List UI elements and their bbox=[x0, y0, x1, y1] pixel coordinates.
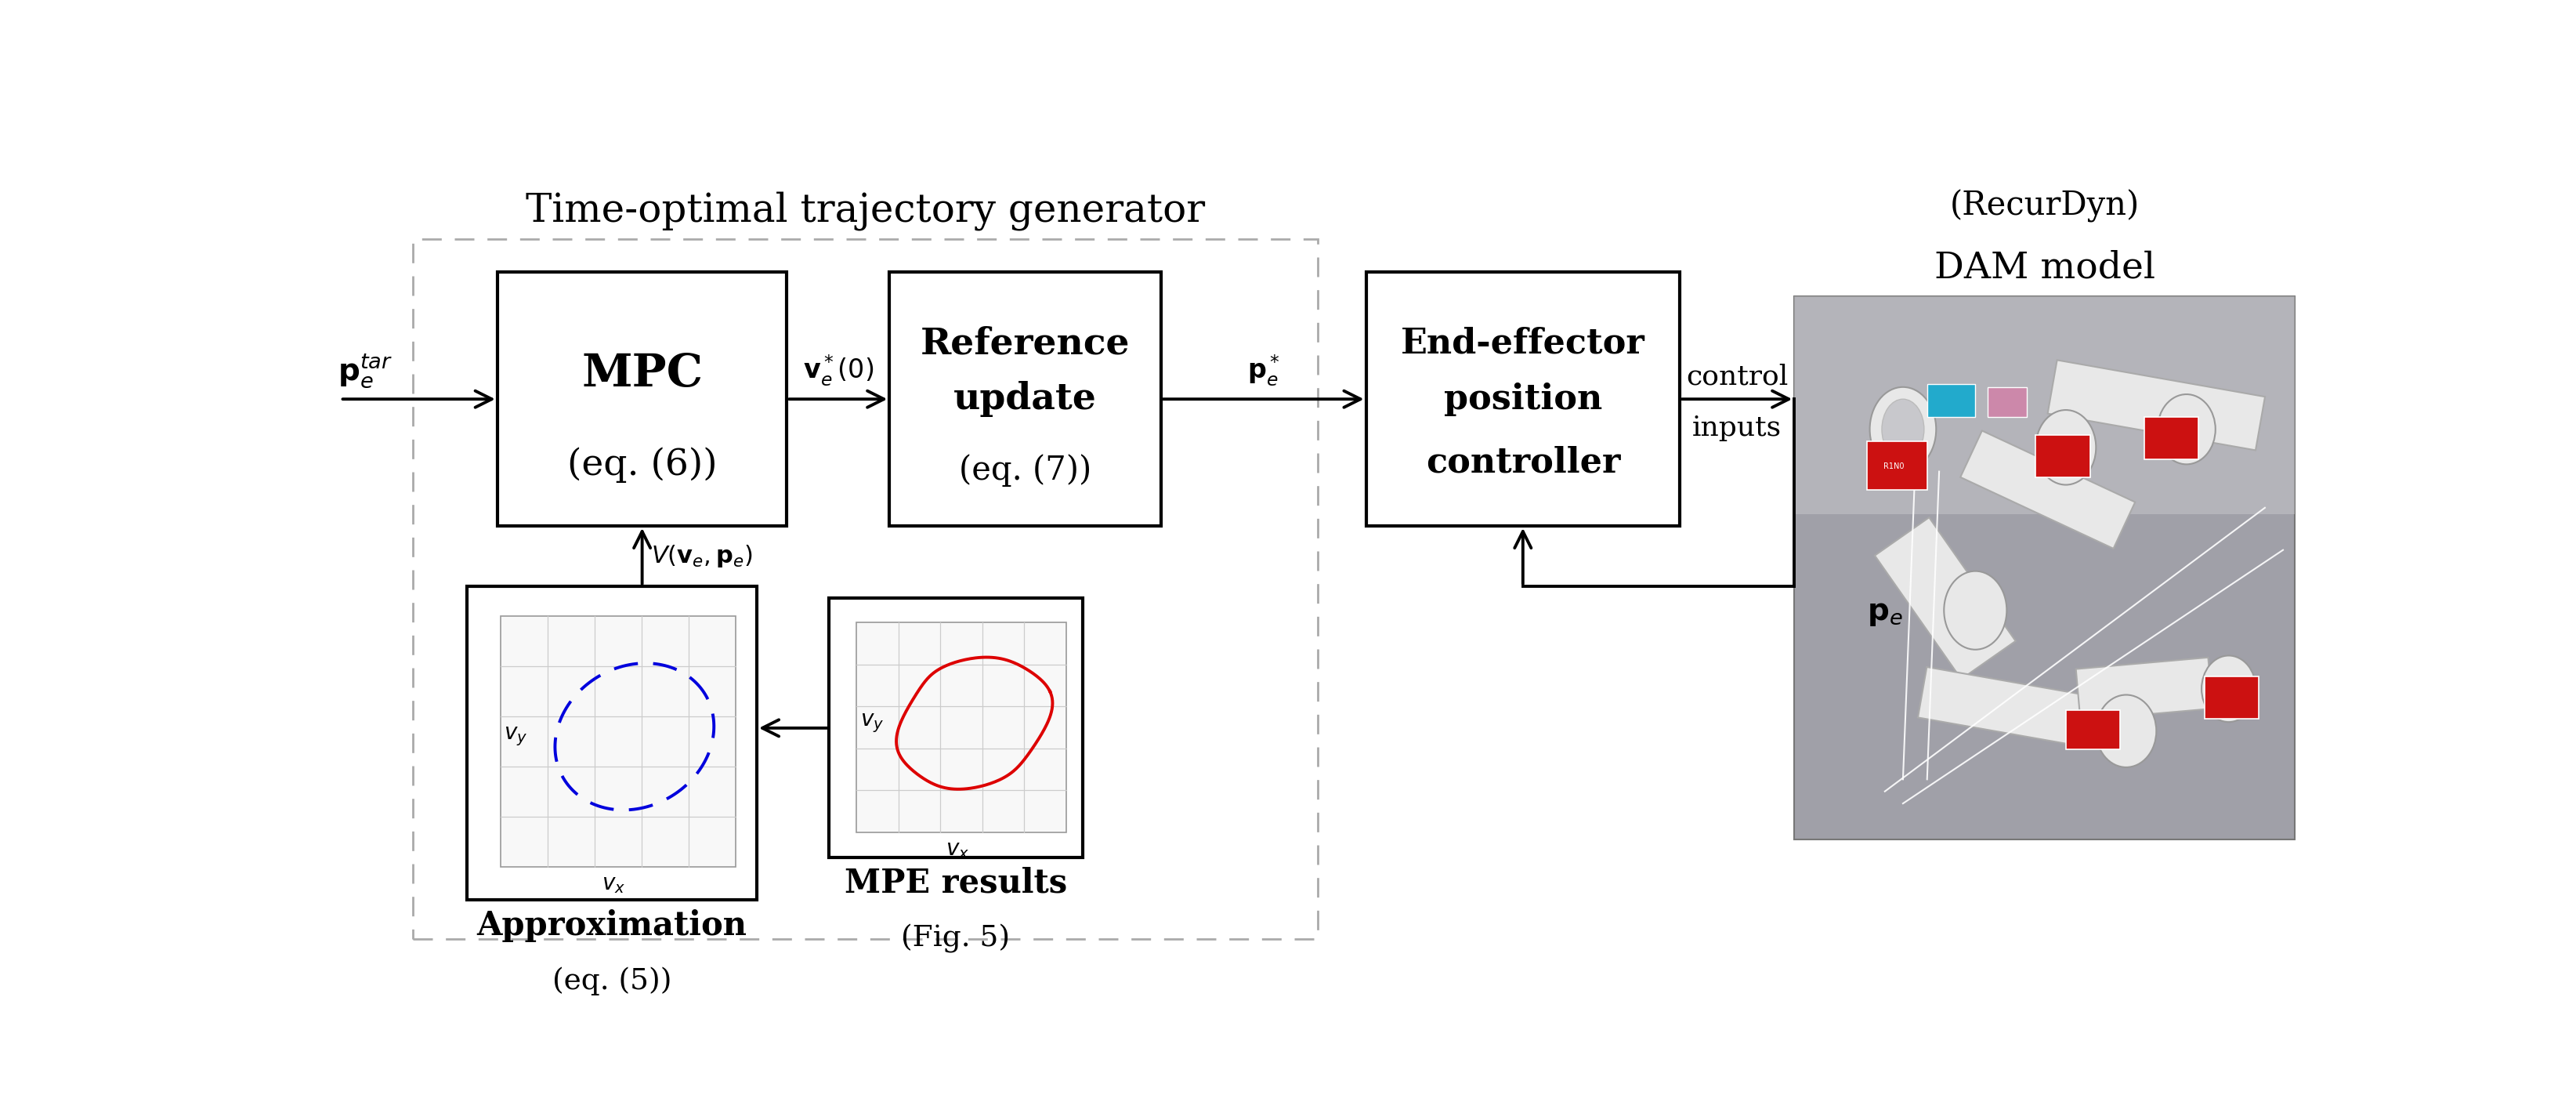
Text: $v_x$: $v_x$ bbox=[945, 839, 969, 860]
Text: $v_y$: $v_y$ bbox=[505, 726, 528, 748]
Ellipse shape bbox=[2035, 410, 2097, 485]
Text: controller: controller bbox=[1425, 445, 1620, 480]
Text: DAM model: DAM model bbox=[1935, 250, 2156, 286]
Text: $V(\mathbf{v}_e,\mathbf{p}_e)$: $V(\mathbf{v}_e,\mathbf{p}_e)$ bbox=[652, 543, 752, 569]
Text: $\mathbf{p}_e$: $\mathbf{p}_e$ bbox=[1868, 599, 1904, 628]
Polygon shape bbox=[2076, 658, 2213, 720]
Text: inputs: inputs bbox=[1692, 415, 1783, 442]
Text: Approximation: Approximation bbox=[477, 909, 747, 942]
Text: (eq. (7)): (eq. (7)) bbox=[958, 454, 1092, 486]
Bar bbox=[2143, 417, 2197, 460]
Text: position: position bbox=[1443, 382, 1602, 416]
Ellipse shape bbox=[1883, 400, 1924, 460]
Text: (eq. (6)): (eq. (6)) bbox=[567, 447, 716, 483]
Text: $\mathbf{p}_e^{tar}$: $\mathbf{p}_e^{tar}$ bbox=[337, 353, 392, 390]
Text: $\mathbf{p}_e^*$: $\mathbf{p}_e^*$ bbox=[1247, 354, 1280, 388]
Bar bbox=[2035, 435, 2089, 477]
Text: (eq. (5)): (eq. (5)) bbox=[551, 966, 672, 995]
Text: (Fig. 5): (Fig. 5) bbox=[902, 924, 1010, 953]
Polygon shape bbox=[1919, 667, 2094, 747]
Text: $v_x$: $v_x$ bbox=[603, 874, 626, 895]
Bar bbox=[497, 273, 786, 525]
Bar bbox=[855, 622, 1066, 833]
Text: update: update bbox=[953, 381, 1097, 417]
Bar bbox=[1989, 387, 2027, 417]
Bar bbox=[1927, 384, 1976, 417]
Bar bbox=[466, 587, 757, 900]
Text: MPC: MPC bbox=[582, 352, 703, 396]
Text: (RecurDyn): (RecurDyn) bbox=[1950, 189, 2141, 223]
Bar bbox=[2066, 710, 2120, 749]
Bar bbox=[1795, 296, 2295, 839]
Text: control: control bbox=[1685, 364, 1788, 390]
Text: $\mathbf{v}_e^*(0)$: $\mathbf{v}_e^*(0)$ bbox=[804, 354, 873, 388]
Bar bbox=[2205, 677, 2259, 719]
Ellipse shape bbox=[1945, 571, 2007, 650]
Polygon shape bbox=[1960, 431, 2136, 549]
Text: Reference: Reference bbox=[920, 325, 1131, 362]
Bar bbox=[1365, 273, 1680, 525]
Polygon shape bbox=[2048, 361, 2264, 451]
Text: R1N0: R1N0 bbox=[1883, 463, 1904, 471]
Ellipse shape bbox=[2159, 394, 2215, 464]
Bar bbox=[1795, 296, 2295, 514]
Text: MPE results: MPE results bbox=[845, 867, 1066, 899]
Text: $v_y$: $v_y$ bbox=[860, 712, 884, 735]
Polygon shape bbox=[1875, 518, 2014, 679]
Text: End-effector: End-effector bbox=[1401, 326, 1646, 361]
Ellipse shape bbox=[1870, 387, 1937, 472]
Text: Time-optimal trajectory generator: Time-optimal trajectory generator bbox=[526, 191, 1206, 230]
Ellipse shape bbox=[2097, 695, 2156, 767]
Ellipse shape bbox=[2202, 656, 2257, 722]
Bar bbox=[889, 273, 1162, 525]
Bar bbox=[412, 239, 1319, 939]
Bar bbox=[1868, 442, 1927, 490]
Bar bbox=[500, 617, 737, 867]
Bar bbox=[829, 599, 1082, 858]
